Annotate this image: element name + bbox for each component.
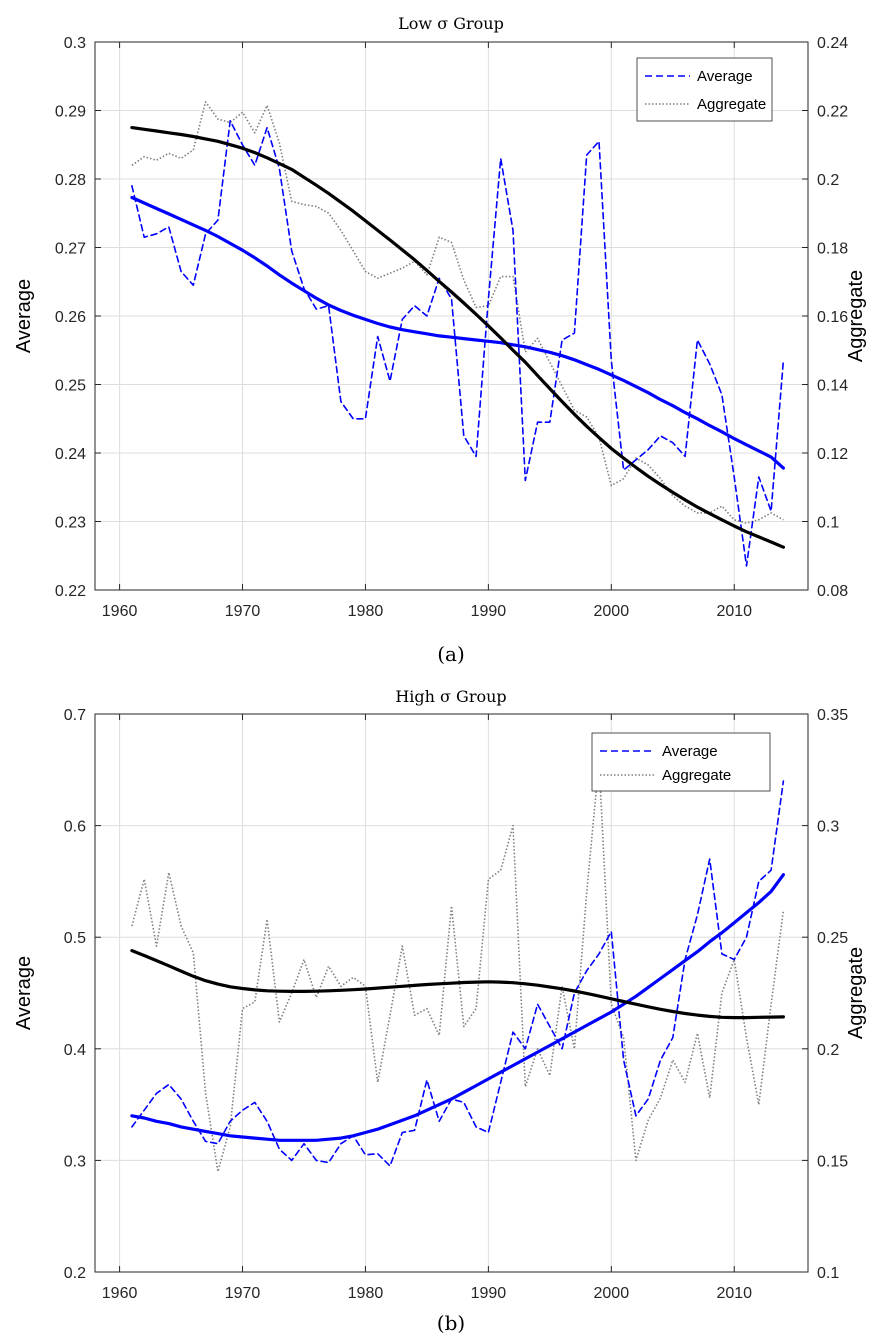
left-tick-label: 0.28 (55, 172, 86, 189)
left-tick-label: 0.7 (64, 707, 86, 724)
x-tick-label: 2010 (716, 603, 752, 620)
left-axis-ticks: 0.2 0.3 0.4 0.5 0.6 0.7 (64, 707, 101, 1282)
left-tick-label: 0.27 (55, 241, 86, 258)
right-tick-label: 0.1 (817, 515, 839, 532)
x-tick-label: 1970 (225, 603, 261, 620)
left-tick-label: 0.6 (64, 819, 86, 836)
legend: Average Aggregate (636, 57, 773, 122)
right-tick-label: 0.14 (817, 378, 848, 395)
left-tick-label: 0.23 (55, 515, 86, 532)
right-tick-label: 0.2 (817, 1042, 839, 1059)
right-tick-label: 0.18 (817, 241, 848, 258)
left-tick-label: 0.29 (55, 104, 86, 121)
left-tick-label: 0.26 (55, 309, 86, 326)
legend: Average Aggregate (591, 732, 771, 792)
x-axis-ticks: 1960 1970 1980 1990 2000 2010 (102, 42, 752, 620)
legend-label-aggregate: Aggregate (697, 96, 766, 113)
left-tick-label: 0.24 (55, 446, 86, 463)
series-line-aggregate (131, 101, 784, 525)
left-tick-label: 0.2 (64, 1265, 86, 1282)
x-tick-label: 1960 (102, 1285, 138, 1302)
chart-title: Low σ Group (398, 14, 504, 33)
plot-frame (94, 713, 809, 1273)
legend-label-aggregate: Aggregate (662, 767, 731, 784)
left-tick-label: 0.4 (64, 1042, 86, 1059)
left-axis-label: Average (13, 279, 35, 353)
right-axis-label: Aggregate (845, 947, 867, 1039)
series-line-trend-right (130, 125, 786, 549)
series-line-average (131, 780, 785, 1167)
left-axis-label: Average (13, 956, 35, 1030)
right-tick-label: 0.12 (817, 446, 848, 463)
right-tick-label: 0.3 (817, 819, 839, 836)
x-tick-label: 2000 (594, 1285, 630, 1302)
right-tick-label: 0.1 (817, 1265, 839, 1282)
left-tick-label: 0.25 (55, 378, 86, 395)
right-tick-label: 0.15 (817, 1153, 848, 1170)
x-tick-label: 1960 (102, 603, 138, 620)
series-layer (130, 760, 786, 1173)
legend-label-average: Average (662, 743, 718, 760)
series-layer (130, 101, 786, 567)
chart-caption: (a) (437, 642, 465, 666)
x-tick-label: 2000 (594, 603, 630, 620)
left-axis-ticks: 0.22 0.23 0.24 0.25 0.26 0.27 0.28 0.29 0.3 (55, 35, 101, 600)
legend-box (636, 57, 773, 122)
left-tick-label: 0.5 (64, 930, 86, 947)
left-tick-label: 0.3 (64, 1153, 86, 1170)
x-tick-label: 2010 (716, 1285, 752, 1302)
right-tick-label: 0.35 (817, 707, 848, 724)
legend-box (591, 732, 771, 792)
right-tick-label: 0.16 (817, 309, 848, 326)
series-line-average (131, 120, 785, 567)
legend-label-average: Average (697, 68, 753, 85)
series-line-trend-right (130, 948, 786, 1020)
x-tick-label: 1990 (471, 1285, 507, 1302)
right-axis-ticks: 0.1 0.15 0.2 0.25 0.3 0.35 (802, 707, 848, 1282)
chart-caption: (b) (437, 1311, 465, 1335)
x-axis-ticks: 1960 1970 1980 1990 2000 2010 (102, 714, 752, 1302)
grid (95, 713, 808, 1273)
x-tick-label: 1980 (348, 603, 384, 620)
series-line-trend-left (130, 195, 786, 470)
chart-panel-b: High σ Group 1960 1970 1980 1990 2000 2010 0.… (13, 687, 867, 1335)
right-tick-label: 0.08 (817, 583, 848, 600)
left-tick-label: 0.22 (55, 583, 86, 600)
left-tick-label: 0.3 (64, 35, 86, 52)
right-tick-label: 0.25 (817, 930, 848, 947)
right-axis-label: Aggregate (845, 270, 867, 362)
series-line-trend-left (130, 873, 786, 1142)
right-tick-label: 0.2 (817, 172, 839, 189)
x-tick-label: 1980 (348, 1285, 384, 1302)
right-axis-ticks: 0.08 0.1 0.12 0.14 0.16 0.18 0.2 0.22 0.24 (802, 35, 848, 600)
chart-title: High σ Group (395, 687, 506, 706)
x-tick-label: 1970 (225, 1285, 261, 1302)
chart-panel-a: Low σ Group 1960 1970 1980 1990 2000 2010 0.2… (13, 14, 867, 666)
right-tick-label: 0.24 (817, 35, 848, 52)
x-tick-label: 1990 (471, 603, 507, 620)
series-line-aggregate (131, 760, 785, 1173)
right-tick-label: 0.22 (817, 104, 848, 121)
